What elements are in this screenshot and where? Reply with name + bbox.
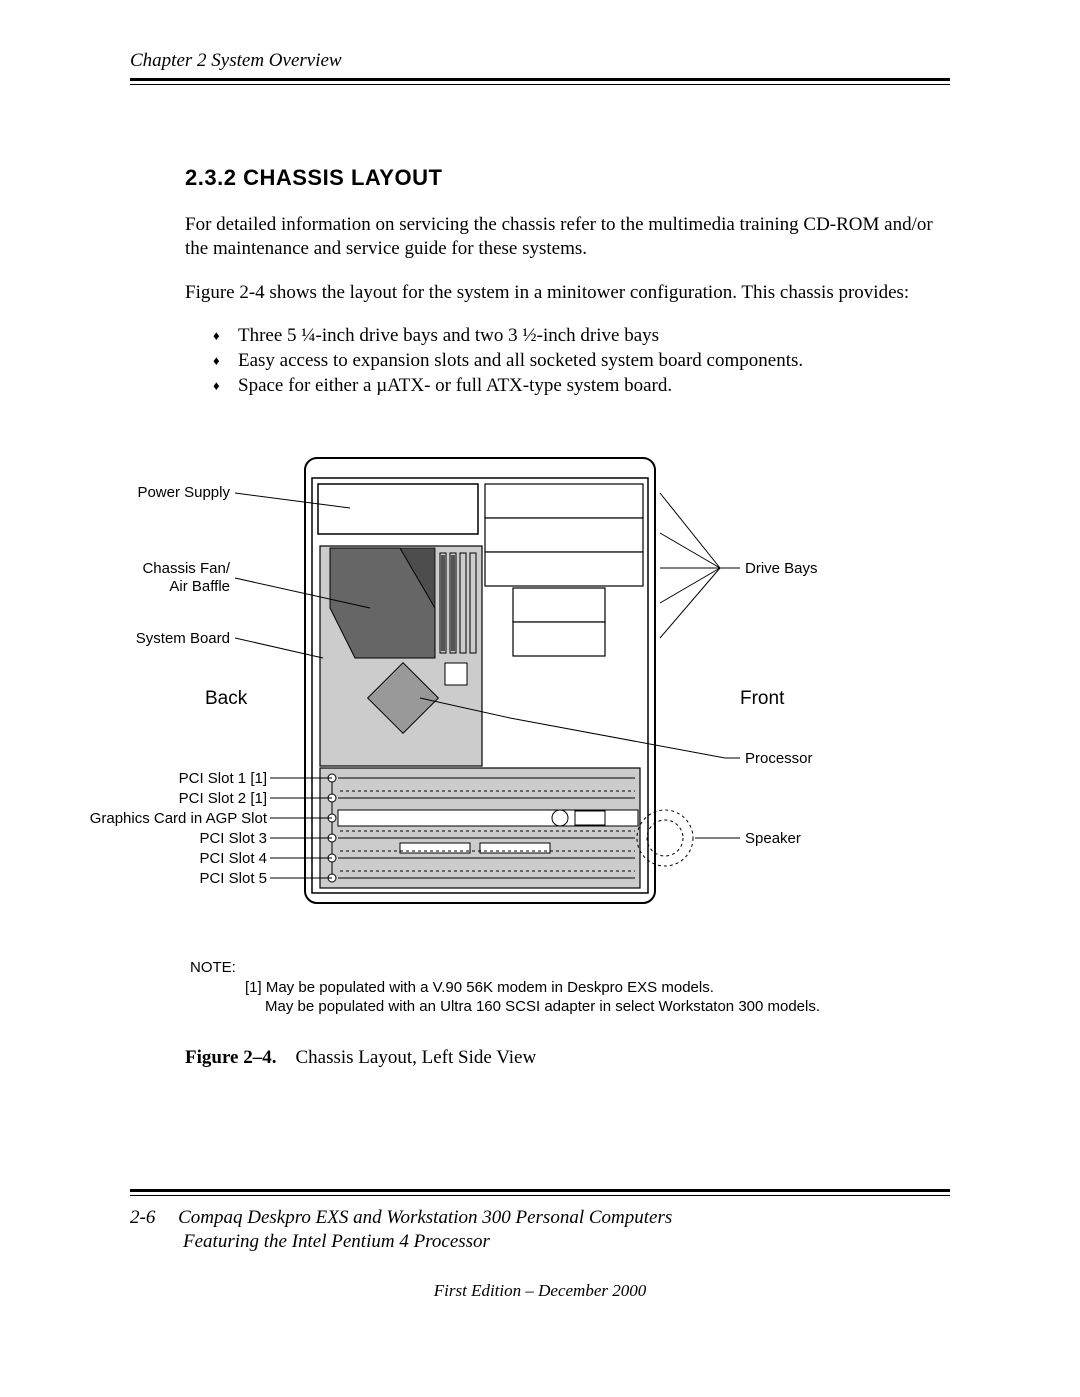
bullet-item: Space for either a µATX- or full ATX-typ… [213,374,950,399]
note-line: [1] May be populated with a V.90 56K mod… [245,978,950,998]
caption-label: Figure 2–4. [185,1047,276,1068]
footer-line-1: 2-6 Compaq Deskpro EXS and Workstation 3… [130,1206,950,1230]
label-front: Front [740,688,784,710]
note-label: NOTE: [190,958,236,978]
bullet-item: Three 5 ¼-inch drive bays and two 3 ½-in… [213,324,950,349]
bullet-item: Easy access to expansion slots and all s… [213,349,950,374]
section-title: CHASSIS LAYOUT [243,165,442,190]
label-pci4: PCI Slot 4 [100,850,267,868]
section-number: 2.3.2 [185,165,236,190]
label-chassis-fan: Chassis Fan/ [100,560,230,578]
label-pci5: PCI Slot 5 [100,870,267,888]
edition: First Edition – December 2000 [130,1281,950,1301]
chassis-figure: Power Supply Chassis Fan/ Air Baffle Sys… [100,448,860,948]
label-power-supply: Power Supply [100,484,230,502]
label-drive-bays: Drive Bays [745,560,818,578]
footer-rule [130,1189,950,1196]
label-pci3: PCI Slot 3 [100,830,267,848]
section-heading: 2.3.2 CHASSIS LAYOUT [185,165,950,191]
label-system-board: System Board [100,630,230,648]
page-number: 2-6 [130,1207,155,1228]
footer-title-1: Compaq Deskpro EXS and Workstation 300 P… [178,1207,672,1228]
paragraph-2: Figure 2-4 shows the layout for the syst… [185,281,950,305]
label-processor: Processor [745,750,813,768]
header-rule [130,78,950,85]
note-block: NOTE: [1] May be populated with a V.90 5… [190,958,950,1017]
chapter-header: Chapter 2 System Overview [130,50,950,72]
paragraph-1: For detailed information on servicing th… [185,213,950,261]
label-air-baffle: Air Baffle [100,578,230,596]
label-agp: Graphics Card in AGP Slot [70,810,267,828]
bullet-list: Three 5 ¼-inch drive bays and two 3 ½-in… [185,324,950,398]
label-pci1: PCI Slot 1 [1] [100,770,267,788]
figure-caption: Figure 2–4. Chassis Layout, Left Side Vi… [185,1047,950,1069]
label-back: Back [205,688,247,710]
note-line: May be populated with an Ultra 160 SCSI … [265,997,950,1017]
footer-line-2: Featuring the Intel Pentium 4 Processor [183,1230,950,1254]
caption-text: Chassis Layout, Left Side View [295,1047,536,1068]
label-pci2: PCI Slot 2 [1] [100,790,267,808]
label-speaker: Speaker [745,830,801,848]
